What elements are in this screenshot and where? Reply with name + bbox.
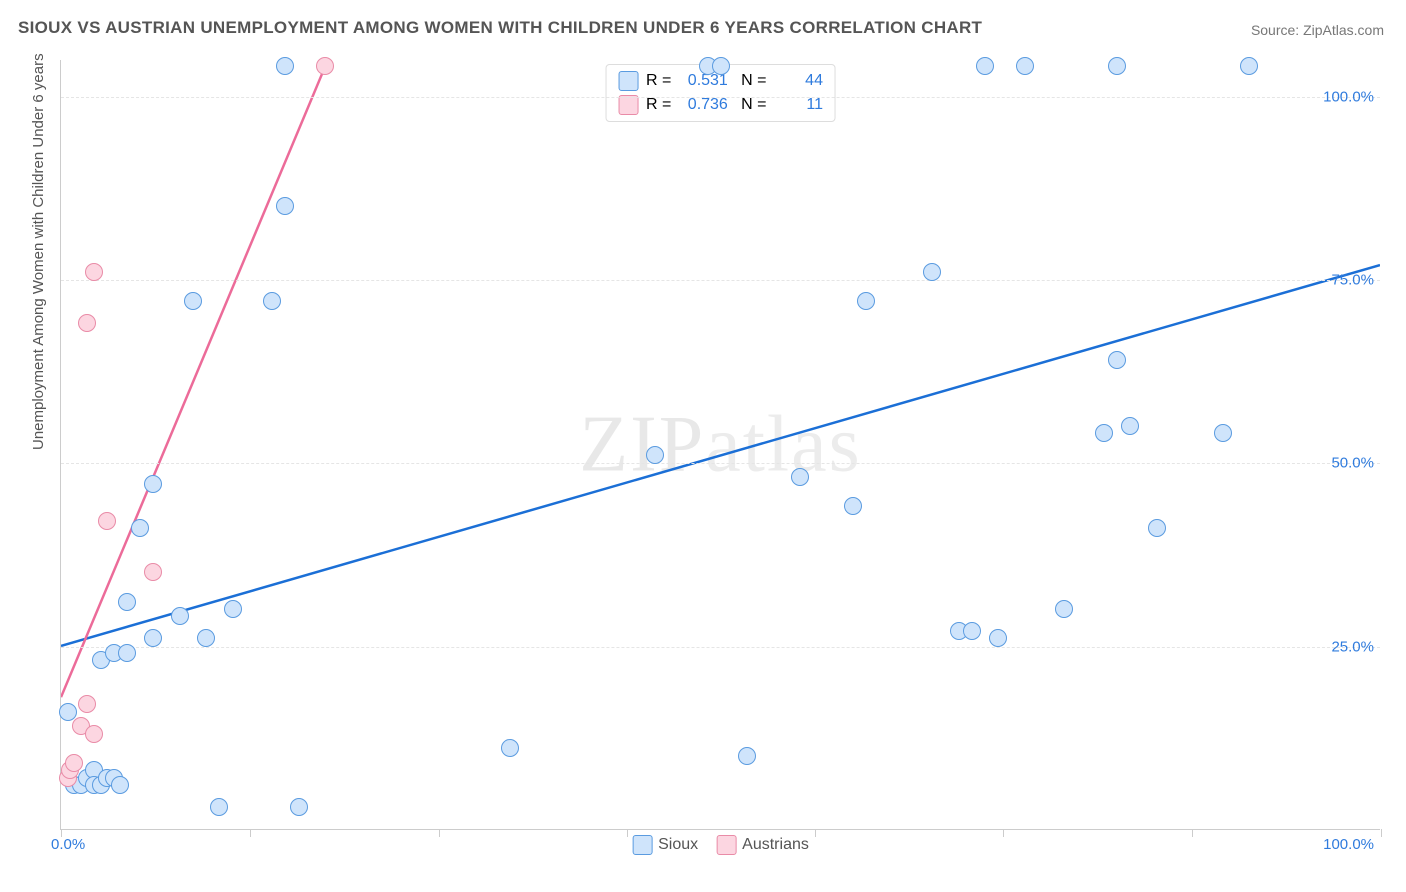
y-tick-label: 75.0% — [1331, 272, 1374, 289]
data-point — [85, 725, 103, 743]
data-point — [1121, 417, 1139, 435]
data-point — [1016, 57, 1034, 75]
y-tick-label: 50.0% — [1331, 455, 1374, 472]
data-point — [276, 57, 294, 75]
legend-item: Austrians — [716, 835, 809, 855]
data-point — [276, 197, 294, 215]
data-point — [976, 57, 994, 75]
x-tick — [627, 829, 628, 837]
legend-label: Sioux — [658, 836, 698, 854]
series-legend: Sioux Austrians — [632, 835, 809, 855]
data-point — [118, 644, 136, 662]
data-point — [78, 314, 96, 332]
data-point — [118, 593, 136, 611]
data-point — [857, 292, 875, 310]
data-point — [59, 703, 77, 721]
data-point — [989, 629, 1007, 647]
x-tick — [439, 829, 440, 837]
x-tick — [815, 829, 816, 837]
data-point — [224, 600, 242, 618]
x-tick — [1003, 829, 1004, 837]
data-point — [144, 563, 162, 581]
data-point — [111, 776, 129, 794]
data-point — [1055, 600, 1073, 618]
data-point — [712, 57, 730, 75]
y-axis-label: Unemployment Among Women with Children U… — [30, 53, 47, 450]
data-point — [1108, 57, 1126, 75]
data-point — [85, 263, 103, 281]
gridline — [61, 463, 1380, 464]
legend-swatch — [632, 835, 652, 855]
data-point — [316, 57, 334, 75]
data-point — [290, 798, 308, 816]
data-point — [197, 629, 215, 647]
data-point — [98, 512, 116, 530]
source-credit: Source: ZipAtlas.com — [1251, 22, 1384, 38]
x-axis-max: 100.0% — [1323, 836, 1374, 853]
data-point — [646, 446, 664, 464]
data-point — [144, 475, 162, 493]
data-point — [1095, 424, 1113, 442]
data-point — [1148, 519, 1166, 537]
chart-title: SIOUX VS AUSTRIAN UNEMPLOYMENT AMONG WOM… — [18, 18, 982, 38]
x-tick — [1381, 829, 1382, 837]
watermark: ZIPatlas — [579, 399, 862, 490]
data-point — [791, 468, 809, 486]
data-point — [1108, 351, 1126, 369]
x-tick — [250, 829, 251, 837]
data-point — [963, 622, 981, 640]
data-point — [844, 497, 862, 515]
legend-stat-row: R = 0.736 N = 11 — [618, 95, 823, 115]
data-point — [78, 695, 96, 713]
data-point — [263, 292, 281, 310]
gridline — [61, 647, 1380, 648]
scatter-plot: ZIPatlas R = 0.531 N = 44 R = 0.736 N = … — [60, 60, 1380, 830]
x-axis-min: 0.0% — [51, 836, 85, 853]
legend-swatch — [716, 835, 736, 855]
data-point — [184, 292, 202, 310]
data-point — [144, 629, 162, 647]
y-tick-label: 100.0% — [1323, 88, 1374, 105]
data-point — [738, 747, 756, 765]
legend-swatch — [618, 95, 638, 115]
data-point — [131, 519, 149, 537]
data-point — [1214, 424, 1232, 442]
gridline — [61, 280, 1380, 281]
legend-label: Austrians — [742, 836, 809, 854]
data-point — [65, 754, 83, 772]
y-tick-label: 25.0% — [1331, 638, 1374, 655]
data-point — [210, 798, 228, 816]
data-point — [171, 607, 189, 625]
legend-item: Sioux — [632, 835, 698, 855]
gridline — [61, 97, 1380, 98]
x-tick — [1192, 829, 1193, 837]
legend-swatch — [618, 71, 638, 91]
trend-lines — [61, 60, 1380, 829]
data-point — [923, 263, 941, 281]
data-point — [501, 739, 519, 757]
data-point — [1240, 57, 1258, 75]
x-tick — [61, 829, 62, 837]
